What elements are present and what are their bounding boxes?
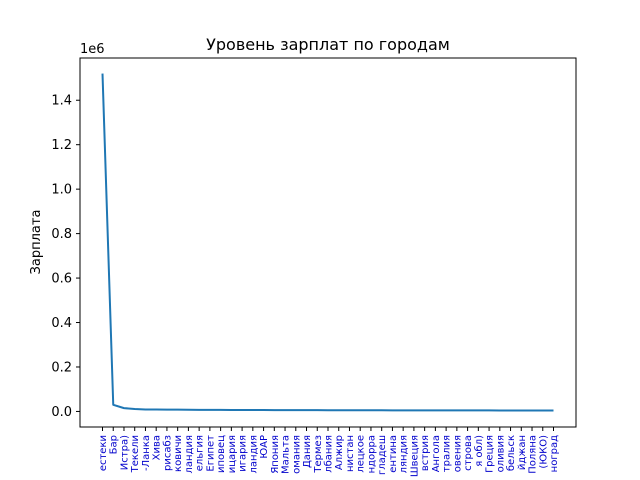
x-tick-label: ландия	[184, 435, 195, 474]
x-tick-label: бельск	[506, 435, 517, 471]
series-layer	[101, 73, 554, 412]
x-tick-label: омания	[291, 435, 302, 474]
x-tick-label: ентина	[388, 435, 399, 473]
x-tick-label: гладеш	[377, 435, 388, 475]
x-tick-label: тралия	[442, 435, 453, 472]
x-tick-label: Поляна	[528, 435, 539, 474]
y-tick-label: 0.2	[51, 360, 72, 375]
x-tick-label: -Ланка	[141, 435, 152, 471]
x-tick-label: ляндия	[399, 435, 410, 473]
x-tick-label: ковичи	[173, 435, 184, 472]
x-tick-label: лецкое	[356, 435, 367, 473]
x-tick-label: Текели	[130, 435, 141, 473]
x-tick-label: иповец	[216, 435, 227, 473]
x-tick-label: нистан	[345, 435, 356, 472]
y-tick-label: 0.4	[51, 316, 72, 331]
x-tick-label: лбания	[324, 435, 335, 473]
x-tick-label: йджан	[517, 435, 528, 470]
y-axis-offset-label: 1e6	[80, 42, 105, 57]
x-tick-label: естеки	[98, 435, 109, 471]
x-tick-label: овения	[452, 435, 463, 472]
x-tick-label: Египет	[205, 435, 216, 472]
x-tick-label: Греция	[485, 435, 496, 473]
x-tick-label: Истра)	[119, 435, 130, 470]
y-tick-label: 1.4	[51, 94, 72, 109]
y-tick-label: 0.0	[51, 405, 72, 420]
x-tick-label: Швеция	[409, 435, 420, 477]
x-tick-label: ЮАР	[259, 435, 270, 459]
x-tick-label: ландия	[248, 435, 259, 474]
plot-frame	[79, 57, 577, 428]
x-tick-label: ноград	[549, 435, 560, 472]
x-tick-label: я обл)	[474, 435, 485, 467]
y-tick-label: 0.6	[51, 272, 72, 287]
x-tick-label: Мальта	[281, 435, 292, 474]
x-tick-label: Алжир	[334, 435, 345, 470]
y-axis-label: Зарплата	[29, 210, 44, 275]
x-tick-label: Дания	[302, 435, 313, 468]
x-tick-label: строва	[463, 435, 474, 471]
y-tick-label: 1.0	[51, 183, 72, 198]
x-tick-label: игария	[238, 435, 249, 472]
y-tick-label: 0.8	[51, 227, 72, 242]
x-tick-label: (ЮКО)	[538, 435, 549, 469]
x-tick-label: оливия	[495, 435, 506, 472]
chart-title: Уровень зарплат по городам	[206, 35, 450, 54]
x-axis-ticks: естеки Бар Истра) Текели -Ланка Хива рисабз ков…	[98, 427, 560, 477]
x-tick-label: Япония	[270, 435, 281, 474]
x-tick-label: Ангола	[431, 435, 442, 472]
x-tick-label: Бар	[109, 435, 120, 454]
series-line	[101, 73, 554, 412]
x-tick-label: Термез	[313, 435, 324, 474]
x-tick-label: ндорра	[366, 435, 377, 473]
x-tick-label: Хива	[152, 435, 163, 460]
x-tick-label: ицария	[227, 435, 238, 473]
x-tick-label: встрия	[420, 435, 431, 471]
x-tick-label: ельгия	[195, 435, 206, 471]
y-tick-label: 1.2	[51, 138, 72, 153]
y-axis-ticks: 0.0 0.2 0.4 0.6 0.8 1.0 1.2 1.4	[51, 94, 80, 420]
x-tick-label: рисабз	[162, 435, 173, 471]
